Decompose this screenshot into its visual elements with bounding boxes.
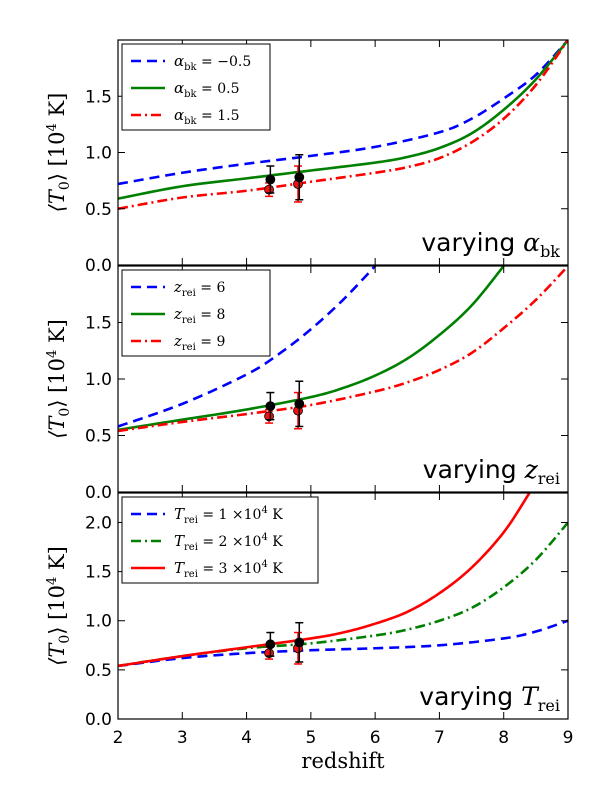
data-marker [265, 174, 276, 185]
x-tick-label: 9 [563, 728, 574, 748]
data-point-1 [264, 182, 274, 198]
y-tick-label: 1.5 [85, 563, 112, 583]
y-axis-label: ⟨T0⟩ [104 K] [45, 546, 73, 666]
series-line-2 [118, 266, 505, 432]
series-line-1 [118, 619, 568, 668]
y-tick-label: 0.0 [85, 483, 112, 503]
series-line-3 [118, 493, 531, 668]
legend: αbk = −0.5 αbk = 0.5 αbk = 1.5 [121, 43, 271, 131]
data-marker [294, 172, 305, 183]
y-tick-label: 0.5 [85, 427, 112, 447]
legend-entry-3: Trei = 3 ×104 K [174, 559, 283, 580]
data-marker [264, 184, 274, 195]
legend-entry-3: zrei = 9 [173, 332, 225, 353]
legend-entry-1: zrei = 6 [173, 278, 225, 299]
data-point-2 [293, 631, 303, 665]
y-axis-label: ⟨T0⟩ [104 K] [45, 93, 73, 213]
data-marker [294, 637, 305, 648]
legend-entry-3: αbk = 1.5 [174, 106, 240, 127]
legend: zrei = 6 zrei = 8 zrei = 9 [121, 269, 271, 357]
y-tick-label: 1.5 [85, 87, 112, 107]
y-axis-label: ⟨T0⟩ [104 K] [45, 319, 73, 439]
data-marker [294, 398, 305, 409]
panel-annotation: varying αbk [421, 228, 560, 261]
data-point-4 [294, 154, 305, 201]
y-tick-label: 0.5 [85, 200, 112, 220]
data-marker [265, 639, 276, 650]
series-group [118, 266, 568, 433]
series-group [118, 493, 568, 668]
series-line-2 [118, 40, 568, 200]
data-marker [265, 401, 276, 412]
y-tick-label: 0.0 [85, 256, 112, 276]
x-axis-label: redshift [301, 749, 385, 773]
x-tick-label: 4 [241, 728, 252, 748]
y-tick-label: 1.0 [85, 144, 112, 164]
data-point-3 [265, 631, 276, 657]
x-tick-label: 6 [370, 728, 381, 748]
legend: Trei = 1 ×104 K Trei = 2 ×104 K Trei = 3 ×… [121, 496, 319, 584]
panel-middle: 0.0 0.5 1.0 1.5 ⟨T0⟩ [104 K] varying zrei zrei… [45, 265, 569, 503]
panel-annotation: varying Trei [419, 682, 560, 715]
legend-entry-2: Trei = 2 ×104 K [174, 532, 283, 553]
data-point-3 [265, 165, 276, 194]
x-tick-label: 8 [498, 728, 509, 748]
series-group [118, 40, 568, 211]
panel-top: 0.0 0.5 1.0 1.5 ⟨T0⟩ [104 K] varying αbk αbk =… [45, 39, 569, 276]
x-tick-label: 2 [113, 728, 124, 748]
series-line-1 [118, 266, 377, 428]
legend-entry-2: zrei = 8 [173, 305, 225, 326]
data-marker [264, 411, 274, 422]
data-point-4 [294, 621, 305, 663]
y-tick-label: 1.0 [85, 370, 112, 390]
x-tick-label: 7 [434, 728, 445, 748]
legend-entry-1: Trei = 1 ×104 K [174, 505, 283, 526]
legend-entry-1: αbk = −0.5 [174, 52, 251, 73]
x-tick-label: 5 [305, 728, 316, 748]
data-point-4 [294, 380, 305, 428]
y-tick-label: 1.5 [85, 314, 112, 334]
data-point-1 [264, 408, 274, 424]
legend-entry-2: αbk = 0.5 [174, 79, 240, 100]
x-tick-label: 3 [177, 728, 188, 748]
axes-frame [117, 492, 569, 720]
y-tick-label: 1.0 [85, 612, 112, 632]
y-tick-label: 2.0 [85, 513, 112, 533]
panel-annotation: varying zrei [423, 455, 560, 488]
series-line-1 [118, 40, 568, 186]
y-tick-label: 0.0 [85, 710, 112, 730]
y-tick-label: 0.5 [85, 661, 112, 681]
series-line-3 [118, 40, 568, 211]
panel-bottom: 0.0 0.5 1.0 1.5 2.0 2 3 4 5 6 7 8 9 ⟨T0⟩ [104 K] varyi… [45, 492, 574, 748]
data-point-3 [265, 391, 276, 421]
series-line-3 [118, 266, 568, 433]
